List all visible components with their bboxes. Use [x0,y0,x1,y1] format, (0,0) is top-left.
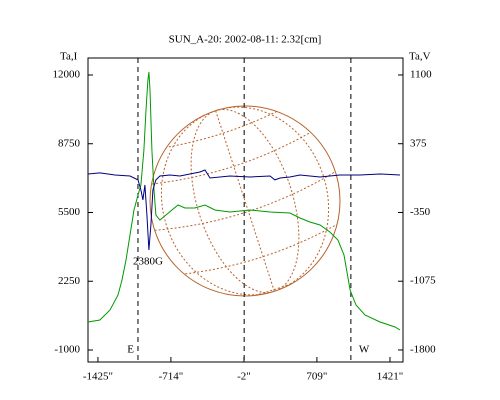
y-axis-label: Ta,I [60,51,78,63]
y2-tick-label: -1075 [410,275,436,287]
x-tick-label: 709" [306,371,327,383]
y2-tick-label: -350 [410,206,431,218]
y-tick-label: -1000 [54,344,80,356]
series-line [87,71,401,331]
y2-tick-label: 375 [410,137,427,149]
parallel [129,92,311,153]
parallel [154,171,336,231]
series-line [87,169,401,251]
y2-tick-label: 1100 [410,69,432,81]
annotation: 2380G [133,256,163,268]
y-tick-label: 5500 [58,206,81,218]
sun-globe [129,92,362,310]
x-tick-label: -1425" [83,371,113,383]
limb-label: E [127,344,134,356]
x-tick-label: -714" [159,371,184,383]
parallel [139,126,321,186]
limb-label: W [359,344,370,356]
parallel [169,216,351,277]
globe-grid [129,92,362,310]
y-tick-label: 2250 [58,275,81,287]
meridian [190,108,300,294]
meridian [160,106,330,296]
x-tick-label: -2" [237,371,251,383]
y2-tick-label: -1800 [410,343,436,355]
plot-frame [87,57,404,363]
x-tick-label: 1421" [377,371,404,383]
globe-limb [149,105,341,297]
y-tick-label: 8750 [58,137,81,149]
parallel [180,249,362,310]
y2-axis-label: Ta,V [409,51,431,63]
y-tick-label: 12000 [53,69,81,81]
chart-title: SUN_A-20: 2002-08-11: 2.32[cm] [169,34,322,46]
